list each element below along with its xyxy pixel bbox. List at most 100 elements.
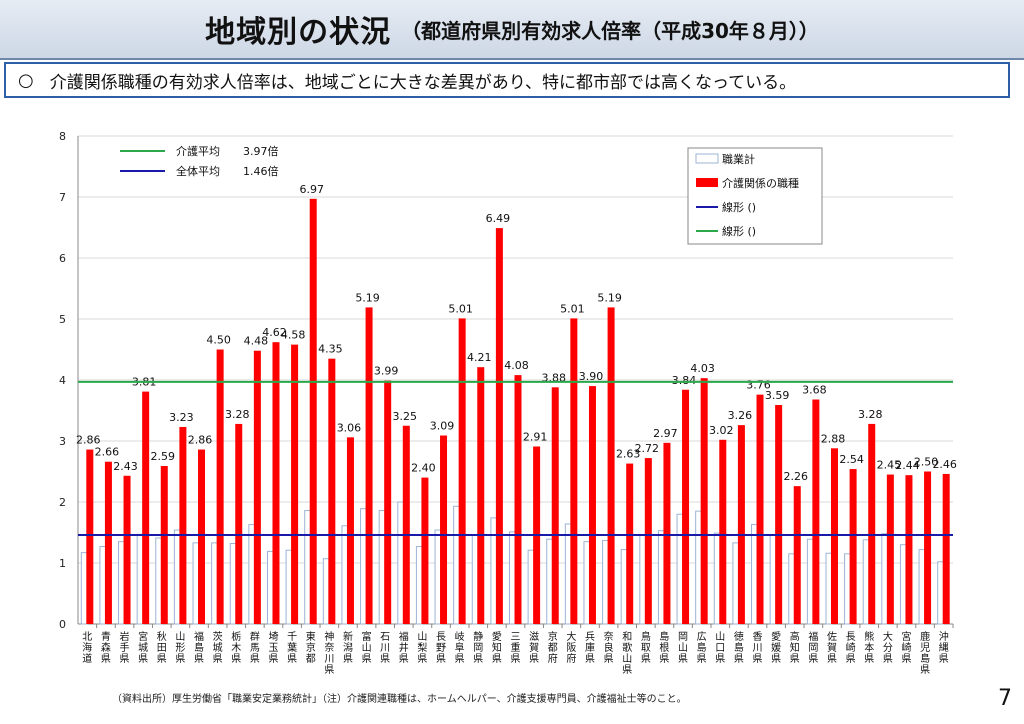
legend-label: 線形 () xyxy=(722,200,756,214)
x-tick-label-char: 県 xyxy=(771,653,781,665)
x-tick-label-char: 島 xyxy=(734,641,744,654)
bar-care xyxy=(291,344,299,624)
bar-care xyxy=(905,475,913,624)
x-tick-label-char: 県 xyxy=(287,653,297,665)
data-label: 4.35 xyxy=(318,343,343,356)
x-tick-label-char: 県 xyxy=(175,653,185,665)
x-tick-label-char: 福 xyxy=(808,630,818,643)
x-tick-label-char: 香 xyxy=(753,631,763,643)
x-tick-label-char: 県 xyxy=(250,653,260,665)
x-tick-label-char: 島 xyxy=(920,652,930,665)
x-tick-label-char: 県 xyxy=(827,653,837,665)
x-tick-label-char: 埼 xyxy=(268,630,278,643)
bar-care xyxy=(886,474,894,624)
data-label: 3.90 xyxy=(579,370,604,383)
x-tick-label-char: 県 xyxy=(120,653,130,665)
bar-care xyxy=(793,486,801,624)
data-label: 2.45 xyxy=(877,459,902,472)
bar-care xyxy=(198,449,206,624)
x-tick-label-char: 青 xyxy=(101,630,111,643)
x-tick-label-char: 京 xyxy=(548,630,558,643)
x-tick-label-char: 島 xyxy=(659,630,669,643)
data-label: 5.01 xyxy=(448,302,473,315)
x-tick-label-char: 神 xyxy=(324,630,334,643)
x-tick-label-char: 川 xyxy=(324,654,334,665)
data-label: 3.68 xyxy=(802,384,827,397)
x-tick-label-char: 玉 xyxy=(268,643,278,654)
x-tick-label-char: 県 xyxy=(901,653,911,665)
x-tick-label-char: 根 xyxy=(659,641,669,654)
bar-care xyxy=(607,307,615,624)
data-label: 2.86 xyxy=(188,434,213,447)
x-tick-label-char: 賀 xyxy=(827,642,837,654)
bar-care xyxy=(272,342,280,624)
x-tick-label-char: 田 xyxy=(157,643,167,654)
bar-care xyxy=(235,423,243,624)
x-tick-label-char: 三 xyxy=(511,632,521,643)
x-tick-label-char: 県 xyxy=(920,664,930,676)
data-label: 2.86 xyxy=(76,434,101,447)
y-tick-label: 7 xyxy=(59,191,66,204)
data-label: 6.49 xyxy=(486,212,511,225)
data-label: 4.50 xyxy=(206,334,231,347)
x-tick-label-char: 県 xyxy=(939,653,949,665)
x-tick-label-char: 本 xyxy=(864,641,874,654)
data-label: 3.59 xyxy=(765,389,790,402)
x-tick-label-char: 和 xyxy=(622,631,632,643)
x-tick-label-char: 県 xyxy=(659,653,669,665)
x-tick-label-char: 岡 xyxy=(678,631,688,643)
bar-care xyxy=(924,471,932,624)
x-tick-label-char: 大 xyxy=(883,630,893,643)
legend-box xyxy=(687,147,823,245)
bar-care xyxy=(663,442,671,624)
data-label: 2.43 xyxy=(113,460,138,473)
x-tick-label-char: 県 xyxy=(157,653,167,665)
x-tick-label-char: 知 xyxy=(790,641,800,654)
x-tick-label-char: 井 xyxy=(399,641,409,654)
data-label: 4.08 xyxy=(504,359,529,372)
x-tick-label-char: 県 xyxy=(231,653,241,665)
x-tick-label-char: 県 xyxy=(883,653,893,665)
y-tick-label: 5 xyxy=(59,313,66,326)
data-label: 2.50 xyxy=(914,456,939,469)
data-label: 2.59 xyxy=(151,450,176,463)
data-label: 2.40 xyxy=(411,462,436,475)
data-label: 2.26 xyxy=(784,470,809,483)
x-tick-label-char: 県 xyxy=(268,653,278,665)
x-tick-label-char: 媛 xyxy=(771,641,781,654)
x-tick-label-char: 県 xyxy=(101,653,111,665)
bullet-icon: ○ xyxy=(18,69,34,91)
data-label: 4.58 xyxy=(281,329,306,342)
data-label: 4.62 xyxy=(262,326,287,339)
x-tick-label-char: 県 xyxy=(715,653,725,665)
bar-care xyxy=(849,469,857,624)
data-label: 5.19 xyxy=(597,291,622,304)
x-tick-label-char: 県 xyxy=(343,653,353,665)
x-tick-label-char: 知 xyxy=(492,641,502,654)
data-label: 2.66 xyxy=(95,446,120,459)
bar-care xyxy=(142,391,150,624)
bar-care xyxy=(588,386,596,624)
x-tick-label-char: 手 xyxy=(120,641,130,654)
x-tick-label-char: 徳 xyxy=(734,630,744,643)
x-tick-label-char: 山 xyxy=(362,642,372,654)
x-tick-label-char: 府 xyxy=(566,652,576,665)
x-tick-label-char: 県 xyxy=(808,653,818,665)
x-tick-label-char: 潟 xyxy=(343,641,353,654)
x-tick-label-char: 静 xyxy=(473,630,483,643)
bar-care xyxy=(775,405,783,624)
x-tick-label-char: 奈 xyxy=(324,641,334,654)
bar-care xyxy=(626,463,634,624)
x-tick-label-char: 縄 xyxy=(939,641,949,654)
x-tick-label-char: 山 xyxy=(175,631,185,643)
x-tick-label-char: 分 xyxy=(883,642,893,654)
x-tick-label-char: 道 xyxy=(82,652,92,665)
data-label: 3.28 xyxy=(858,408,883,421)
bar-care xyxy=(309,198,317,624)
x-tick-label-char: 口 xyxy=(715,643,725,654)
x-tick-label-char: 県 xyxy=(511,653,521,665)
x-tick-label-char: 群 xyxy=(250,630,260,643)
x-tick-label-char: 県 xyxy=(734,653,744,665)
bar-care xyxy=(253,350,261,624)
x-tick-label-char: 石 xyxy=(380,632,390,643)
